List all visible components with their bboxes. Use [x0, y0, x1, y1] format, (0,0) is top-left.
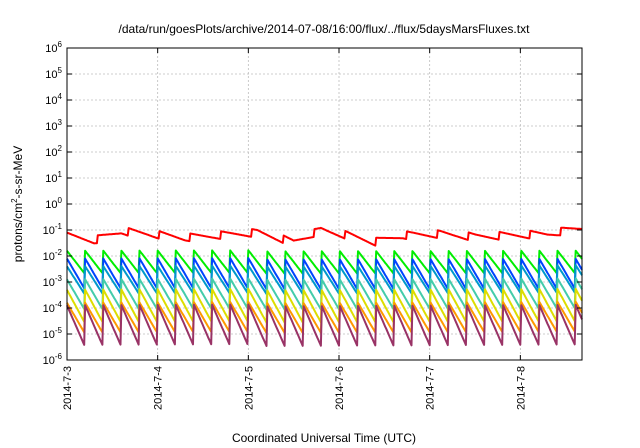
y-tick-exponent: -3 — [55, 274, 63, 283]
y-tick-exponent: 6 — [58, 40, 63, 49]
y-tick-exponent: 2 — [58, 144, 63, 153]
series-line-3 — [66, 257, 583, 291]
y-tick-label: 102 — [45, 144, 62, 159]
y-tick-exponent: -2 — [55, 248, 63, 257]
y-tick-label: 10-6 — [43, 352, 63, 367]
y-tick-base: 10 — [43, 251, 55, 263]
y-tick-label: 10-4 — [43, 300, 63, 315]
y-tick-exponent: 0 — [58, 196, 63, 205]
y-tick-exponent: -5 — [55, 326, 63, 335]
series-line-6 — [66, 287, 583, 324]
x-tick-label: 2014-7-8 — [515, 366, 527, 410]
y-tick-label: 10-3 — [43, 274, 63, 289]
y-tick-base: 10 — [45, 173, 57, 185]
y-tick-base: 10 — [43, 303, 55, 315]
y-tick-label: 104 — [45, 92, 62, 107]
y-tick-label: 100 — [45, 196, 62, 211]
y-tick-label: 10-5 — [43, 326, 63, 341]
y-tick-base: 10 — [45, 43, 57, 55]
x-tick-label: 2014-7-6 — [334, 366, 346, 410]
y-axis-label-superscript: 2 — [10, 198, 19, 203]
y-tick-base: 10 — [45, 147, 57, 159]
y-tick-label: 101 — [45, 170, 62, 185]
y-tick-base: 10 — [45, 69, 57, 81]
y-tick-exponent: 3 — [58, 118, 63, 127]
y-tick-exponent: -4 — [55, 300, 63, 309]
y-tick-exponent: -6 — [55, 352, 63, 361]
y-ticks: 10-610-510-410-310-210-11001011021031041… — [43, 40, 582, 367]
y-axis-label-main: protons/cm — [11, 203, 25, 262]
y-tick-exponent: 4 — [58, 92, 63, 101]
y-tick-base: 10 — [43, 329, 55, 341]
y-tick-label: 106 — [45, 40, 62, 55]
x-ticks: 2014-7-3 2014-7-4 2014-7-5 2014-7-6 2014-7-7… — [62, 48, 527, 410]
series-line-5 — [66, 277, 583, 311]
y-tick-base: 10 — [43, 277, 55, 289]
x-tick-label: 2014-7-7 — [425, 366, 437, 410]
y-tick-base: 10 — [43, 225, 55, 237]
x-axis-label: Coordinated Universal Time (UTC) — [232, 431, 416, 445]
y-tick-label: 103 — [45, 118, 62, 133]
y-tick-label: 105 — [45, 66, 62, 81]
y-axis-label: protons/cm2-s-sr-MeV — [10, 146, 25, 262]
y-tick-exponent: 5 — [58, 66, 63, 75]
x-tick-label: 2014-7-4 — [153, 366, 165, 410]
y-tick-base: 10 — [43, 355, 55, 367]
data-lines — [66, 226, 583, 347]
series-line-8 — [66, 303, 583, 347]
series-line-1 — [66, 226, 583, 247]
y-tick-base: 10 — [45, 199, 57, 211]
x-tick-label: 2014-7-3 — [62, 366, 74, 410]
y-tick-base: 10 — [45, 121, 57, 133]
y-tick-exponent: -1 — [55, 222, 63, 231]
x-tick-label: 2014-7-5 — [243, 366, 255, 410]
y-tick-label: 10-1 — [43, 222, 63, 237]
y-axis-label-unit: -s-sr-MeV — [11, 146, 25, 199]
series-line-2 — [66, 249, 583, 275]
y-tick-label: 10-2 — [43, 248, 63, 263]
y-tick-base: 10 — [45, 95, 57, 107]
series-line-4 — [66, 264, 583, 295]
y-tick-exponent: 1 — [58, 170, 63, 179]
chart-title: /data/run/goesPlots/archive/2014-07-08/1… — [119, 22, 531, 36]
series-line-7 — [66, 300, 583, 334]
